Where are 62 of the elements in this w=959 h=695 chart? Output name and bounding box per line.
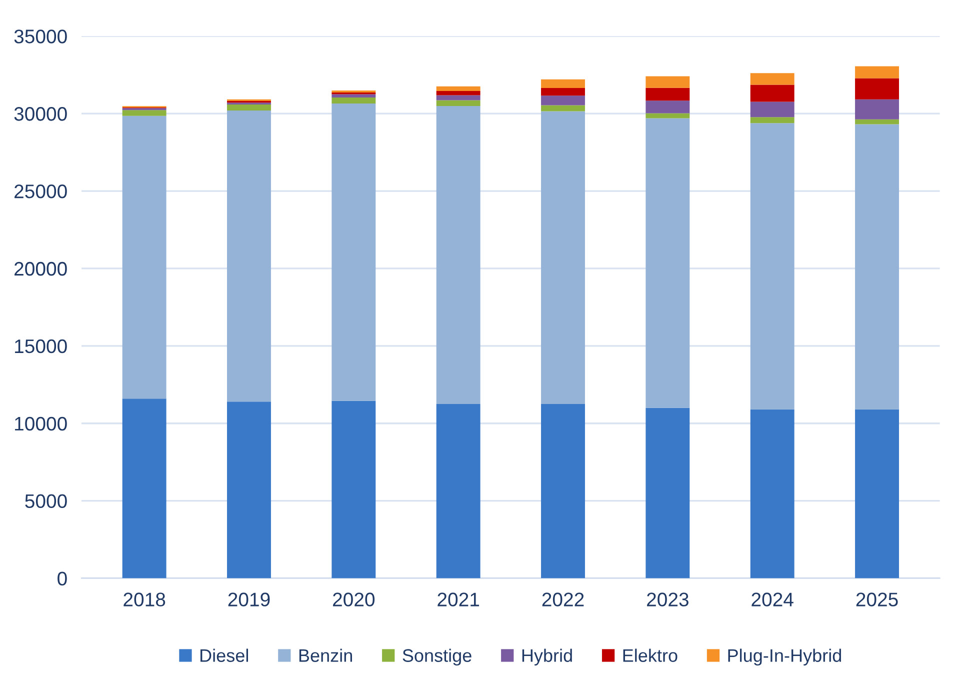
bar (855, 409, 899, 578)
x-tick-label: 2024 (752, 592, 794, 606)
bar (541, 404, 585, 578)
x-tick-label: 2020 (333, 592, 375, 606)
bar (855, 119, 899, 124)
bar (750, 102, 794, 118)
bar (541, 88, 585, 96)
bar (646, 100, 690, 114)
bar (646, 76, 690, 88)
y-tick-label: 10000 (15, 416, 67, 431)
bar (122, 110, 166, 116)
bar (646, 408, 690, 578)
bar (855, 78, 899, 100)
y-tick-label: 35000 (14, 30, 67, 44)
x-tick-label: 2021 (438, 592, 480, 606)
legend-label: Diesel (200, 648, 248, 662)
legend-label: Elektro (623, 648, 678, 662)
bar (750, 117, 794, 124)
legend-label: Sonstige (402, 648, 472, 666)
bar (332, 94, 376, 98)
bar (227, 104, 271, 110)
bar (750, 123, 794, 410)
x-tick-label: 2018 (124, 592, 166, 606)
y-tick-label: 0 (58, 572, 67, 586)
bar (122, 116, 166, 399)
bar (646, 88, 690, 101)
bar (750, 409, 794, 578)
x-tick-label: 2025 (856, 592, 898, 606)
bar (227, 110, 271, 402)
y-tick-label: 30000 (14, 107, 67, 121)
bar (541, 79, 585, 88)
bar (436, 404, 480, 578)
bar (855, 66, 899, 78)
y-tick-label: 25000 (14, 184, 67, 198)
bar (332, 97, 376, 104)
bar (750, 84, 794, 102)
bar (436, 86, 480, 91)
bar (541, 96, 585, 106)
y-tick-label: 15000 (15, 339, 67, 354)
legend-label: Benzin (299, 648, 352, 662)
y-tick-label: 20000 (14, 262, 67, 276)
x-tick-label: 2023 (647, 592, 688, 606)
x-tick-label: 2019 (228, 592, 270, 606)
bar (541, 111, 585, 404)
bar (750, 73, 794, 85)
legend-label: Plug-In-Hybrid (728, 648, 842, 666)
bar (122, 398, 166, 578)
bar (646, 113, 690, 118)
legend-label: Hybrid (522, 648, 572, 666)
bar (332, 400, 376, 578)
bar (436, 106, 480, 404)
bar (227, 402, 271, 578)
bar (855, 124, 899, 410)
bar (436, 90, 480, 96)
bar (646, 118, 690, 408)
bar (855, 99, 899, 120)
bar (541, 105, 585, 112)
y-tick-label: 5000 (25, 494, 67, 508)
bar (436, 95, 480, 100)
x-tick-label: 2022 (542, 592, 584, 606)
bar (332, 104, 376, 401)
bar (436, 100, 480, 106)
